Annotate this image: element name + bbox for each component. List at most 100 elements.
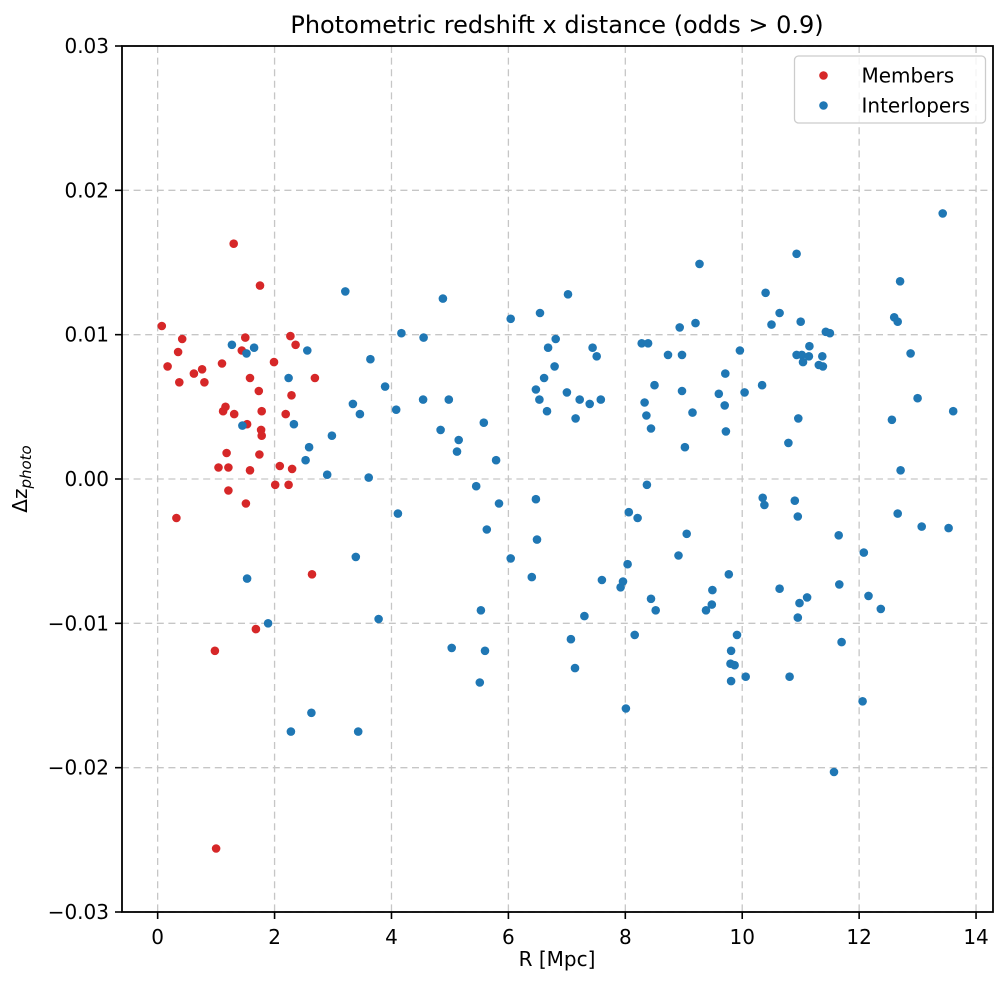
data-point-interlopers <box>829 767 839 777</box>
data-point-interlopers <box>646 594 656 604</box>
data-point-interlopers <box>835 580 844 589</box>
grid-layer <box>122 45 993 913</box>
data-point-interlopers <box>476 606 486 615</box>
data-point-members <box>241 499 251 508</box>
data-point-interlopers <box>364 473 374 482</box>
plot-border <box>121 45 994 913</box>
data-point-interlopers <box>542 406 552 416</box>
data-point-interlopers <box>550 362 559 371</box>
data-point-interlopers <box>893 509 902 518</box>
data-point-members <box>214 463 223 472</box>
data-point-members <box>255 450 264 459</box>
data-point-interlopers <box>732 630 742 640</box>
legend-label-members: Members <box>862 64 955 88</box>
data-point-interlopers <box>876 604 886 614</box>
x-tick-label: 6 <box>502 925 515 949</box>
data-point-interlopers <box>570 663 580 673</box>
data-point-interlopers <box>794 414 803 423</box>
data-point-interlopers <box>535 395 544 404</box>
data-point-members <box>245 466 255 475</box>
data-point-interlopers <box>491 455 501 465</box>
data-point-interlopers <box>355 409 365 419</box>
data-point-interlopers <box>650 380 659 390</box>
y-axis-label-subscript: photo <box>17 445 35 489</box>
y-tick-label: 0.01 <box>64 323 109 347</box>
data-point-interlopers <box>798 357 808 367</box>
data-point-interlopers <box>674 551 683 560</box>
data-point-members <box>217 359 227 368</box>
data-point-interlopers <box>730 660 739 670</box>
data-point-members <box>229 239 238 248</box>
data-point-interlopers <box>249 343 259 353</box>
data-point-interlopers <box>539 373 549 383</box>
data-point-members <box>189 369 199 378</box>
data-point-interlopers <box>707 600 717 609</box>
data-point-interlopers <box>452 447 462 456</box>
data-point-interlopers <box>637 339 646 348</box>
data-point-members <box>210 646 220 656</box>
data-point-interlopers <box>793 613 803 622</box>
data-point-interlopers <box>741 672 750 681</box>
data-point-interlopers <box>646 424 656 433</box>
data-point-interlopers <box>227 340 237 350</box>
data-point-interlopers <box>761 288 770 298</box>
data-point-interlopers <box>580 611 589 621</box>
data-point-members <box>255 281 265 290</box>
data-point-members <box>257 406 267 416</box>
data-point-interlopers <box>701 606 711 615</box>
legend: Members Interlopers <box>793 55 987 124</box>
data-point-interlopers <box>284 373 293 383</box>
data-point-interlopers <box>735 346 745 355</box>
data-point-interlopers <box>858 697 867 706</box>
data-point-members <box>310 373 320 383</box>
data-point-interlopers <box>596 395 606 404</box>
data-point-interlopers <box>418 395 428 404</box>
data-point-interlopers <box>767 320 776 329</box>
data-point-members <box>284 480 293 490</box>
data-point-members <box>286 331 295 341</box>
data-point-interlopers <box>597 575 607 585</box>
data-point-members <box>197 365 207 374</box>
x-axis-label: R [Mpc] <box>519 947 596 971</box>
data-point-interlopers <box>682 529 691 539</box>
data-point-interlopers <box>341 287 350 296</box>
data-point-interlopers <box>726 676 736 686</box>
data-point-interlopers <box>351 552 361 562</box>
data-point-interlopers <box>795 598 804 608</box>
data-point-interlopers <box>790 496 800 506</box>
data-point-interlopers <box>588 343 597 353</box>
y-tick-label: 0.00 <box>64 467 109 491</box>
data-point-interlopers <box>621 704 631 713</box>
data-point-interlopers <box>551 334 560 344</box>
data-point-interlopers <box>792 249 801 259</box>
data-point-interlopers <box>506 554 515 563</box>
legend-marker-interlopers <box>819 101 828 110</box>
data-point-interlopers <box>677 386 687 396</box>
points-layer <box>157 209 958 853</box>
data-point-members <box>254 386 264 396</box>
data-point-interlopers <box>242 574 252 583</box>
data-point-interlopers <box>482 525 492 534</box>
data-point-members <box>270 480 280 490</box>
data-point-members <box>163 362 172 371</box>
data-point-interlopers <box>571 414 580 423</box>
data-point-members <box>245 373 255 383</box>
data-point-interlopers <box>895 277 905 286</box>
legend-box <box>793 55 987 124</box>
data-point-interlopers <box>708 585 717 595</box>
data-point-interlopers <box>322 470 332 480</box>
data-point-members <box>224 486 233 495</box>
data-point-interlopers <box>721 427 731 436</box>
data-point-interlopers <box>475 678 485 687</box>
y-tick-label: 0.02 <box>64 178 109 202</box>
x-tick-label: 8 <box>619 925 632 949</box>
data-point-interlopers <box>527 572 537 582</box>
data-point-interlopers <box>575 395 584 404</box>
data-point-members <box>175 378 184 387</box>
data-point-interlopers <box>775 308 784 318</box>
data-point-interlopers <box>677 350 687 360</box>
data-point-interlopers <box>837 637 846 647</box>
data-point-interlopers <box>242 349 251 358</box>
data-point-interlopers <box>289 419 299 429</box>
